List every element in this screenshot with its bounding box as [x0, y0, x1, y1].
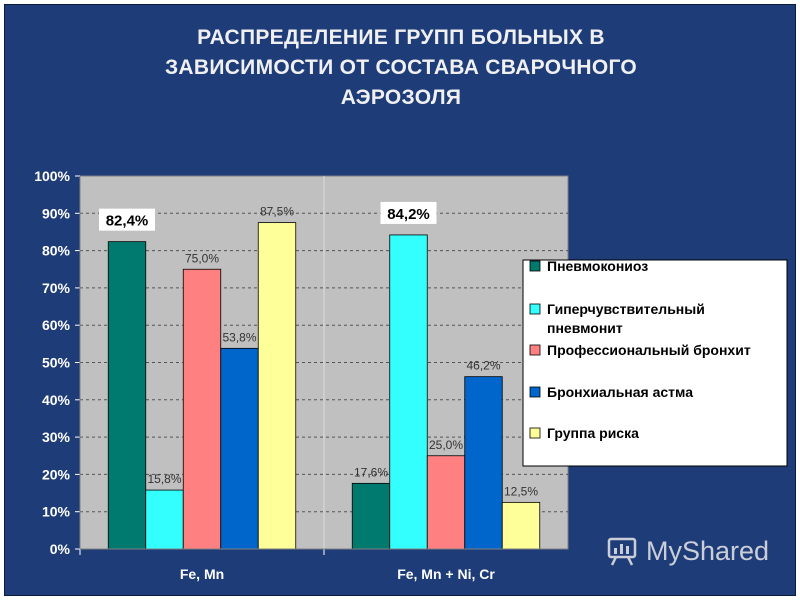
bar [107, 241, 147, 550]
bar [389, 234, 428, 550]
legend-swatch [529, 260, 541, 272]
y-tick-label: 40% [42, 392, 71, 408]
myshared-logo-icon [607, 537, 637, 566]
legend-box [522, 259, 788, 467]
bar [182, 268, 222, 550]
bar [220, 347, 259, 550]
watermark-text: MyShared [646, 535, 770, 566]
y-tick-label: 10% [42, 504, 71, 520]
y-tick-label: 90% [42, 205, 71, 221]
x-category-label: Fe, Mn + Ni, Cr [397, 566, 495, 582]
y-tick-label: 70% [42, 280, 71, 296]
data-label: 84,2% [387, 206, 430, 223]
bar [145, 489, 184, 550]
bar [426, 455, 466, 550]
data-label: 46,2% [466, 359, 500, 373]
y-tick-label: 20% [42, 466, 71, 482]
data-label: 17,6% [354, 465, 388, 479]
legend-entry: Пневмокониоз [547, 258, 648, 274]
data-label: 87,5% [260, 205, 294, 219]
legend-swatch [529, 386, 541, 398]
legend-swatch [529, 344, 541, 356]
data-label: 12,5% [504, 484, 538, 498]
chart-title: РАСПРЕДЕЛЕНИЕ ГРУПП БОЛЬНЫХ В ЗАВИСИМОСТ… [5, 23, 797, 113]
data-label: 25,0% [429, 438, 463, 452]
bar [351, 482, 391, 550]
data-label: 82,4% [106, 213, 149, 230]
data-label-box [99, 208, 155, 231]
y-tick-label: 30% [42, 429, 71, 445]
data-label: 75,0% [185, 251, 219, 265]
chart-title-line: АЭРОЗОЛЯ [340, 86, 462, 109]
chart-title-line: ЗАВИСИМОСТИ ОТ СОСТАВА СВАРОЧНОГО [164, 56, 638, 79]
legend-swatch [529, 303, 541, 315]
data-label: 53,8% [222, 330, 256, 344]
legend-entry: Гиперчувствительный [547, 301, 705, 317]
y-tick-label: 100% [34, 168, 70, 184]
y-tick-label: 80% [42, 243, 71, 259]
legend-swatch [529, 427, 541, 439]
legend-entry: пневмонит [547, 320, 623, 336]
bar [257, 222, 297, 550]
y-tick-label: 0% [50, 541, 71, 557]
bar [464, 376, 503, 550]
bar [501, 501, 541, 550]
watermark: MyShared [606, 534, 769, 568]
y-tick-label: 60% [42, 317, 71, 333]
legend-entry: Профессиональный бронхит [547, 342, 751, 358]
chart-title-line: РАСПРЕДЕЛЕНИЕ ГРУПП БОЛЬНЫХ В [197, 26, 605, 49]
data-label-box [380, 201, 437, 224]
y-tick-label: 50% [42, 355, 71, 371]
legend-entry: Группа риска [547, 425, 639, 441]
legend-entry: Бронхиальная астма [547, 384, 693, 400]
data-label: 15,8% [147, 472, 181, 486]
x-category-label: Fe, Mn [180, 566, 224, 582]
